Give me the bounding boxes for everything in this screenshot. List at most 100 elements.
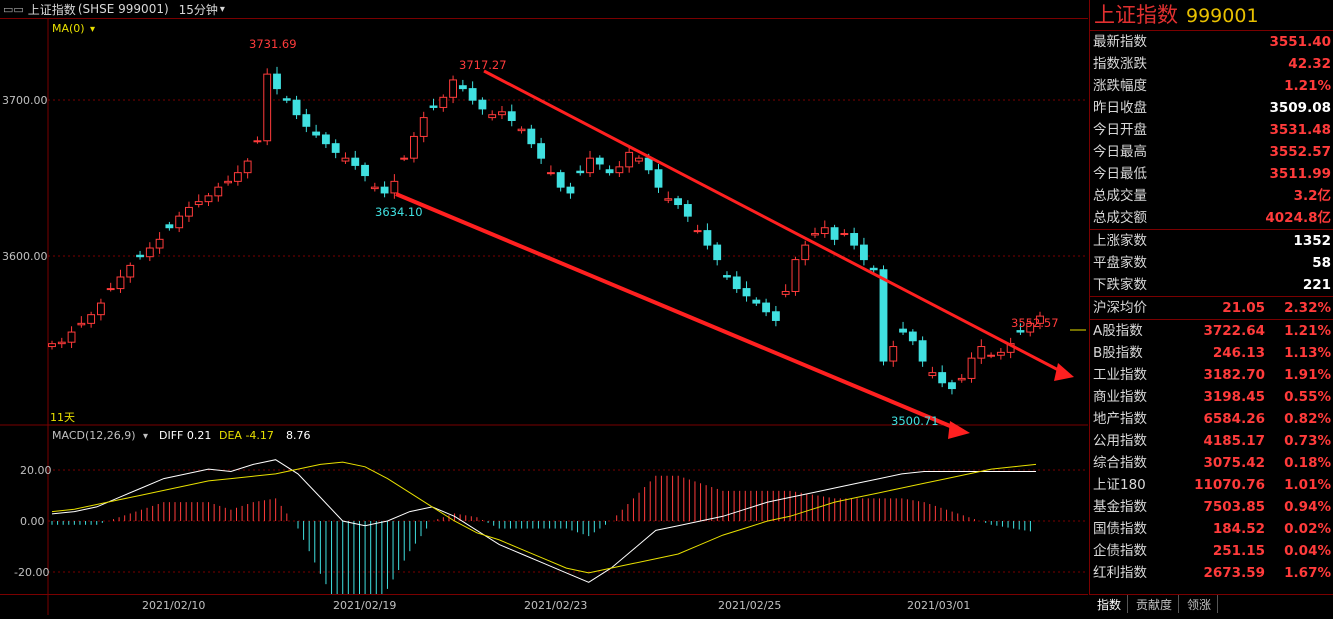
- index-row[interactable]: 企债指数 251.15 0.04%: [1090, 540, 1333, 562]
- stat-label: 最新指数: [1093, 34, 1147, 50]
- menu-icon[interactable]: ▭▭: [3, 2, 24, 16]
- index-row[interactable]: 商业指数 3198.45 0.55%: [1090, 386, 1333, 408]
- breadth-value: 1352: [1293, 233, 1331, 249]
- y-tick-3700: 3700.00: [2, 94, 48, 107]
- candle: [791, 259, 800, 292]
- candle: [400, 157, 409, 160]
- candle: [527, 128, 536, 145]
- macd-label[interactable]: MACD(12,26,9): [52, 429, 136, 442]
- candle: [429, 105, 438, 108]
- annotation-high-3552: 3552.57: [1011, 316, 1059, 330]
- annotation-low-3500: 3500.71: [891, 414, 939, 428]
- macd-diff-value: DIFF 0.21: [159, 429, 211, 442]
- index-row[interactable]: 综合指数 3075.42 0.18%: [1090, 452, 1333, 474]
- avg-label: 沪深均价: [1093, 300, 1147, 316]
- kline-chart[interactable]: 3700.00 3600.00 MA(0) ▾ 3731.69 3717.27 …: [0, 19, 1088, 616]
- tab-leaders[interactable]: 领涨: [1179, 595, 1219, 613]
- ma-dropdown-icon[interactable]: ▾: [90, 24, 95, 35]
- macd-y-tick-20: 20.00: [20, 464, 52, 477]
- candle: [48, 343, 56, 348]
- macd-diff-line: [51, 459, 1036, 583]
- stat-value: 42.32: [1288, 56, 1331, 72]
- candle: [321, 134, 330, 145]
- stat-label: 涨跌幅度: [1093, 78, 1147, 94]
- candle: [859, 244, 868, 261]
- candle: [517, 128, 526, 132]
- candle: [899, 328, 907, 333]
- breadth-section: 上涨家数 1352 平盘家数 58 下跌家数 221: [1090, 229, 1333, 296]
- candle: [693, 230, 702, 233]
- stat-row: 涨跌幅度 1.21%: [1090, 75, 1333, 97]
- candle: [390, 180, 399, 194]
- candle: [713, 244, 722, 261]
- candle: [811, 233, 819, 236]
- breadth-label: 下跌家数: [1093, 277, 1147, 293]
- candle: [967, 357, 976, 379]
- candle: [224, 180, 233, 184]
- index-value: 7503.85: [1203, 499, 1266, 515]
- candle: [488, 114, 497, 119]
- index-label: B股指数: [1093, 345, 1143, 361]
- candle: [175, 215, 184, 229]
- candle: [449, 79, 457, 98]
- index-value: 6584.26: [1203, 411, 1266, 427]
- stat-label: 今日开盘: [1093, 122, 1147, 138]
- panel-title: 上证指数 999001: [1090, 0, 1333, 31]
- index-row[interactable]: 国债指数 184.52 0.02%: [1090, 518, 1333, 540]
- quote-panel: 上证指数 999001 最新指数 3551.40 指数涨跌 42.32 涨跌幅度 1.2…: [1089, 0, 1333, 614]
- candle: [253, 140, 262, 143]
- candle: [957, 377, 966, 381]
- candle: [801, 244, 810, 261]
- chart-area[interactable]: 3700.00 3600.00 MA(0) ▾ 3731.69 3717.27 …: [0, 19, 1088, 616]
- period-selector[interactable]: 15分钟: [178, 2, 218, 17]
- index-row[interactable]: 地产指数 6584.26 0.82%: [1090, 408, 1333, 430]
- index-row[interactable]: 上证180 11070.76 1.01%: [1090, 474, 1333, 496]
- tab-contribution[interactable]: 贡献度: [1128, 595, 1180, 613]
- candle: [341, 157, 350, 162]
- candle: [566, 186, 575, 194]
- index-row[interactable]: B股指数 246.13 1.13%: [1090, 342, 1333, 364]
- candle: [410, 135, 418, 159]
- macd-dropdown-icon[interactable]: ▾: [143, 431, 148, 442]
- upper-trend-arrow: [1054, 363, 1074, 381]
- chart-header: ▭▭ 上证指数 (SHSE 999001) 15分钟 ▾: [0, 0, 1088, 19]
- stat-label: 今日最高: [1093, 144, 1147, 160]
- ma-label[interactable]: MA(0): [52, 22, 85, 35]
- panel-security-name: 上证指数: [1094, 3, 1178, 27]
- candle: [194, 201, 203, 206]
- index-value: 3182.70: [1203, 367, 1266, 383]
- index-row[interactable]: 工业指数 3182.70 1.91%: [1090, 364, 1333, 386]
- stat-label: 指数涨跌: [1093, 56, 1147, 72]
- x-axis-svg: 2021/02/10 2021/02/19 2021/02/23 2021/02…: [47, 595, 970, 615]
- tab-index[interactable]: 指数: [1089, 595, 1129, 613]
- index-label: 工业指数: [1093, 367, 1147, 383]
- bottom-tabs: 指数 贡献度 领涨: [1089, 594, 1333, 615]
- index-row[interactable]: A股指数 3722.64 1.21%: [1090, 320, 1333, 342]
- candle: [361, 164, 369, 177]
- x-tick-0210: 2021/02/10: [142, 599, 205, 612]
- stat-label: 昨日收盘: [1093, 100, 1147, 116]
- stat-value: 3509.08: [1269, 100, 1332, 116]
- stats-section: 最新指数 3551.40 指数涨跌 42.32 涨跌幅度 1.21% 昨日收盘 3509…: [1090, 31, 1333, 229]
- index-pct: 0.18%: [1284, 455, 1331, 471]
- candle: [468, 88, 477, 101]
- chevron-down-icon[interactable]: ▾: [219, 3, 225, 15]
- candle: [977, 346, 986, 359]
- macd-hist-value: 8.76: [286, 429, 311, 442]
- candle: [214, 186, 223, 197]
- index-row[interactable]: 公用指数 4185.17 0.73%: [1090, 430, 1333, 452]
- stat-row: 总成交额 4024.8亿: [1090, 207, 1333, 229]
- candle: [996, 351, 1005, 356]
- index-value: 11070.76: [1194, 477, 1265, 493]
- stat-value: 3531.48: [1269, 122, 1332, 138]
- index-label: 地产指数: [1093, 411, 1147, 427]
- index-row[interactable]: 红利指数 2673.59 1.67%: [1090, 562, 1333, 584]
- candle: [595, 157, 604, 165]
- annotation-high-3717: 3717.27: [459, 58, 507, 72]
- panel-security-code: 999001: [1186, 5, 1259, 27]
- y-tick-3600: 3600.00: [2, 250, 48, 263]
- candle: [918, 340, 927, 362]
- index-row[interactable]: 基金指数 7503.85 0.94%: [1090, 496, 1333, 518]
- candle: [370, 186, 379, 190]
- index-pct: 1.91%: [1284, 367, 1331, 383]
